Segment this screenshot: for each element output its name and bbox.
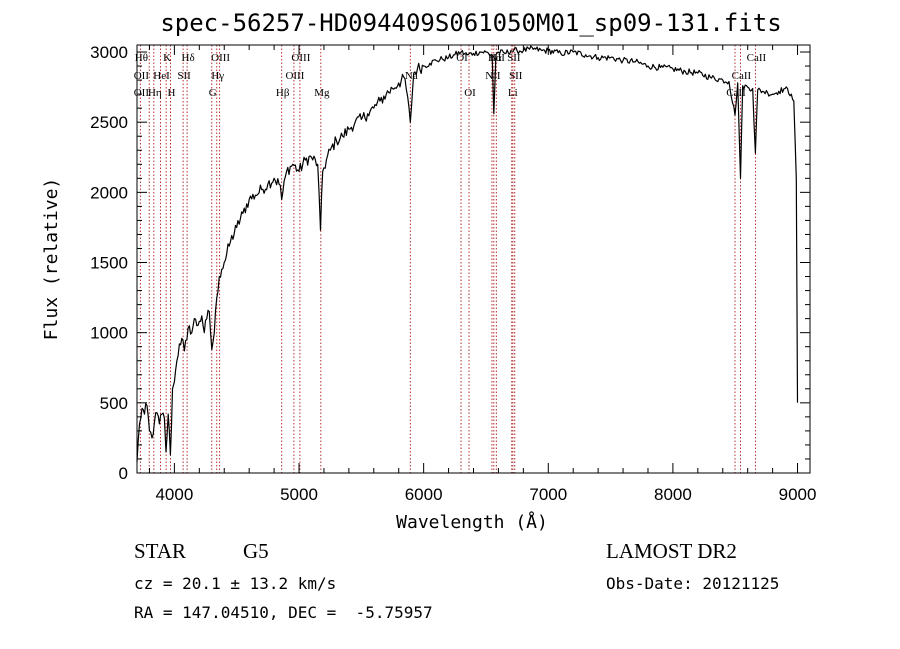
x-tick-label: 6000 <box>405 485 443 504</box>
x-tick-label: 5000 <box>280 485 318 504</box>
spectral-line-markers <box>139 45 756 473</box>
x-axis: 4000 5000 6000 7000 8000 9000 <box>148 45 817 504</box>
spectral-subclass: G5 <box>243 539 269 563</box>
spectral-line-label: OII <box>134 87 150 99</box>
x-tick-label: 4000 <box>155 485 193 504</box>
x-axis-label: Wavelength (Å) <box>396 511 548 533</box>
spectral-line-label: OIII <box>285 70 304 82</box>
y-tick-label: 500 <box>100 394 128 413</box>
coordinates: RA = 147.04510, DEC = -5.75957 <box>134 603 433 622</box>
spectral-line-label: H <box>168 87 176 99</box>
y-tick-label: 3000 <box>90 43 128 62</box>
series-line <box>136 45 799 462</box>
object-class: STAR <box>134 539 186 563</box>
spectral-line-label: OII <box>134 70 150 82</box>
spectral-line-label: Hα <box>488 52 502 64</box>
spectral-line-label: Li <box>508 87 518 99</box>
spectral-line-label: K <box>163 52 171 64</box>
spectral-line-label: G <box>209 87 217 99</box>
y-tick-label: 0 <box>119 464 128 483</box>
spectral-line-label: OI <box>464 87 476 99</box>
survey-name: LAMOST DR2 <box>606 539 737 563</box>
spectral-line-label: Hδ <box>182 52 195 64</box>
spectral-line-label: HeI <box>153 70 170 82</box>
spectral-line-label: OIII <box>291 52 310 64</box>
y-axis-label: Flux (relative) <box>41 178 62 341</box>
y-tick-label: 1500 <box>90 254 128 273</box>
spectral-line-label: SII <box>507 52 521 64</box>
x-tick-label: 8000 <box>654 485 692 504</box>
plot-frame <box>136 44 811 474</box>
chart-title: spec-56257-HD094409S061050M01_sp09-131.f… <box>160 9 781 37</box>
x-tick-label: 9000 <box>779 485 817 504</box>
spectral-line-label: OIII <box>211 52 230 64</box>
spectral-line-label: SII <box>509 70 523 82</box>
spectral-line-label: CaII <box>747 52 767 64</box>
spectral-line-label: Na <box>405 70 418 82</box>
redshift-value: cz = 20.1 ± 13.2 km/s <box>134 574 337 593</box>
spectral-line-label: Hβ <box>276 87 290 99</box>
spectral-line-label: NII <box>490 52 506 64</box>
spectral-line-label: OI <box>456 52 468 64</box>
spectral-line-label: Mg <box>314 87 330 99</box>
spectral-line-label: Hγ <box>211 70 224 82</box>
spectral-line-label: Hθ <box>135 52 148 64</box>
spectral-line-labels: HθOIIOIIHηHeIKHSIIHδGHγOIIIHβOIIIOIIIMgN… <box>134 52 767 99</box>
spectral-line-label: CaII <box>732 70 752 82</box>
y-tick-label: 2000 <box>90 183 128 202</box>
observation-date: Obs-Date: 20121125 <box>606 574 780 593</box>
y-axis: 0 500 1000 1500 2000 2500 3000 <box>90 43 810 483</box>
y-tick-label: 2500 <box>90 113 128 132</box>
x-tick-label: 7000 <box>529 485 567 504</box>
spectral-line-label: Hη <box>148 87 162 99</box>
y-tick-label: 1000 <box>90 324 128 343</box>
spectral-line-label: SII <box>177 70 191 82</box>
